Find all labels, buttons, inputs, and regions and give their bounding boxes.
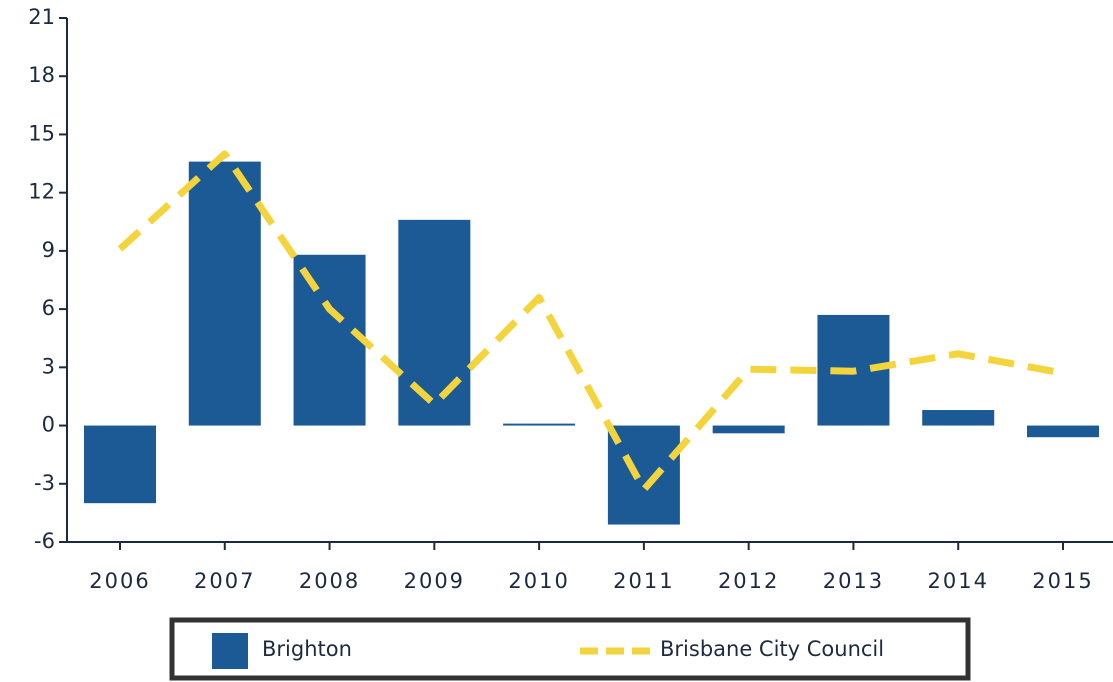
- y-tick-label: 0: [42, 413, 55, 437]
- y-tick-label: 18: [28, 63, 55, 87]
- x-tick-label: 2014: [927, 569, 988, 593]
- bar: [1027, 425, 1099, 438]
- x-tick-label: 2010: [508, 569, 569, 593]
- legend-box: [169, 617, 971, 681]
- x-tick-label: 2015: [1032, 569, 1093, 593]
- y-tick-label: -3: [34, 471, 55, 495]
- bar: [922, 410, 995, 426]
- x-tick-label: 2006: [89, 569, 150, 593]
- bar: [293, 254, 366, 426]
- x-tick-label: 2009: [404, 569, 465, 593]
- x-tick-label: 2008: [299, 569, 360, 593]
- x-tick-label: 2013: [823, 569, 884, 593]
- y-tick-label: 6: [42, 296, 55, 320]
- bar: [188, 161, 261, 426]
- bar: [712, 425, 785, 434]
- y-tick-label: -6: [34, 529, 55, 553]
- y-tick-label: 9: [42, 238, 55, 262]
- y-tick-label: 12: [28, 180, 55, 204]
- y-tick-label: 15: [28, 121, 55, 145]
- y-tick-label: 3: [42, 354, 55, 378]
- legend-swatch: [212, 633, 248, 669]
- y-tick-label: 21: [28, 5, 55, 29]
- x-tick-label: 2011: [613, 569, 674, 593]
- legend-label: Brighton: [262, 637, 352, 661]
- bar: [503, 423, 576, 426]
- x-tick-label: 2012: [718, 569, 779, 593]
- legend-label: Brisbane City Council: [660, 637, 884, 661]
- x-tick-label: 2007: [194, 569, 255, 593]
- bar: [84, 425, 156, 504]
- bar: [398, 219, 471, 426]
- line: [117, 150, 1064, 494]
